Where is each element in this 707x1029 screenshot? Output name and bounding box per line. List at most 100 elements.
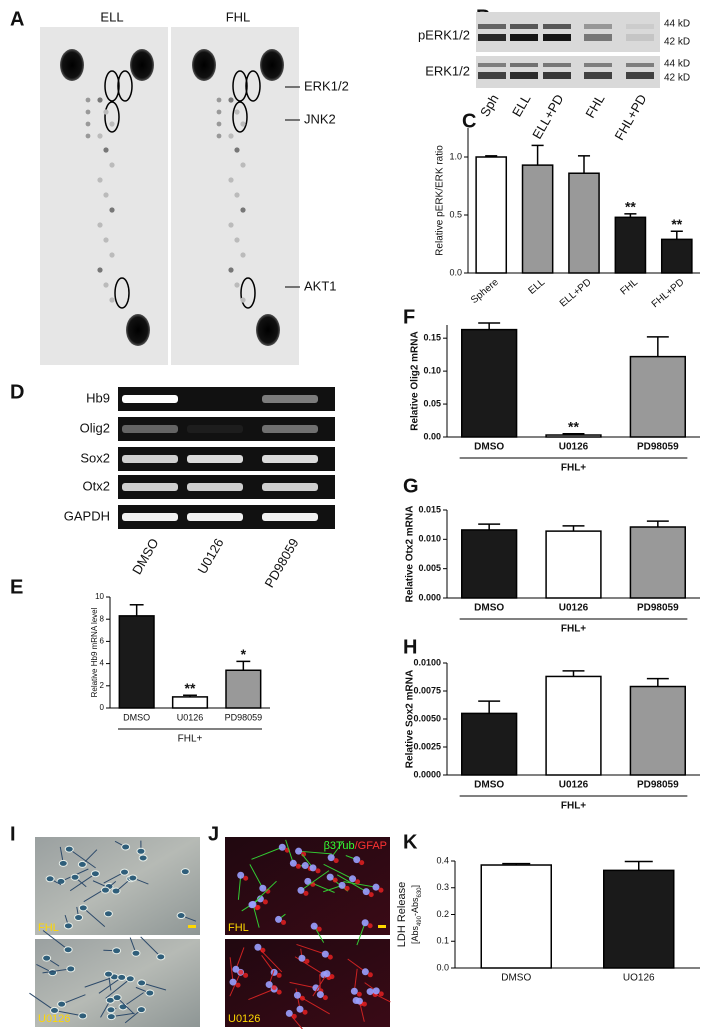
neurite <box>69 873 96 892</box>
oval <box>245 70 261 102</box>
neurite <box>356 922 366 946</box>
y-tick-label: 4 <box>100 659 105 668</box>
neurite <box>140 936 162 958</box>
band <box>626 34 654 41</box>
neurite <box>323 863 353 880</box>
x-tick-label: Sphere <box>469 277 501 306</box>
band <box>262 455 318 463</box>
nucleus <box>297 886 305 894</box>
spot <box>85 109 91 115</box>
size-label: 44 kD <box>664 59 690 70</box>
gene-label: Sox2 <box>80 450 110 465</box>
nucleus <box>229 978 237 986</box>
nucleus <box>316 991 324 999</box>
lane-label: U0126 <box>194 536 226 577</box>
spot-label: JNK2 <box>304 111 336 126</box>
spot <box>109 252 115 258</box>
nucleus <box>362 888 370 896</box>
cell <box>136 847 146 855</box>
panel-letter: I <box>10 823 16 845</box>
spot <box>97 267 103 273</box>
bands <box>478 24 654 79</box>
nucleus <box>310 922 318 930</box>
band <box>262 425 318 433</box>
glia <box>367 923 373 929</box>
stain: /GFAP <box>355 840 387 852</box>
nucleus <box>304 877 312 885</box>
band <box>262 395 318 403</box>
cell <box>128 874 138 882</box>
row-label: ERK1/2 <box>425 63 470 78</box>
band <box>543 72 571 79</box>
glia <box>304 958 310 964</box>
bar <box>629 526 686 599</box>
y-tick-label: 8 <box>100 614 105 623</box>
glia <box>299 995 305 1001</box>
band <box>510 34 538 41</box>
neurite <box>42 930 69 951</box>
bar <box>475 156 508 274</box>
y-axis-units: [Abs490-Abs630] <box>410 885 422 944</box>
cell <box>90 870 100 878</box>
bar <box>171 696 209 709</box>
cell <box>117 973 127 981</box>
panel-letter: E <box>10 576 23 598</box>
bar <box>568 172 600 274</box>
oval <box>240 277 256 309</box>
neurite <box>68 848 96 869</box>
neurite <box>229 957 234 983</box>
spot <box>97 133 103 139</box>
glia <box>281 919 287 925</box>
nucleus <box>326 873 334 881</box>
cell <box>63 922 73 930</box>
bar <box>603 869 675 969</box>
band <box>543 24 571 29</box>
cell <box>57 1000 67 1008</box>
group-label: FHL+ <box>561 801 586 812</box>
cell <box>106 1006 116 1014</box>
spot <box>216 121 222 127</box>
spot <box>240 207 246 213</box>
band <box>122 455 178 463</box>
spot <box>240 162 246 168</box>
y-tick-label: 0.0100 <box>413 657 441 667</box>
neurite <box>300 870 330 891</box>
reference-spot <box>260 49 284 81</box>
spot-label: AKT1 <box>304 278 337 293</box>
band <box>478 63 506 67</box>
y-axis-label: Relative pERK/ERK ratio <box>435 145 446 256</box>
band <box>187 455 243 463</box>
cell <box>131 949 141 957</box>
spot <box>109 162 115 168</box>
lane-label: FHL+PD <box>611 92 649 143</box>
panel-letter: F <box>403 306 415 328</box>
cell <box>42 954 52 962</box>
y-tick-label: 0 <box>100 703 105 712</box>
spot <box>103 282 109 288</box>
glia <box>303 890 309 896</box>
y-axis-label: Relative Hb9 mRNA level <box>90 607 99 697</box>
bar <box>118 615 155 709</box>
neurite <box>237 875 242 900</box>
spot <box>240 121 246 127</box>
gene-label: GAPDH <box>64 508 110 523</box>
band <box>122 483 178 491</box>
cell <box>74 913 84 921</box>
size-label: 44 kD <box>664 19 690 30</box>
glia <box>291 1013 297 1019</box>
neurite <box>251 846 283 860</box>
glia <box>322 995 328 1001</box>
x-tick-label: U0126 <box>177 712 204 722</box>
reference-spot <box>192 49 216 81</box>
nucleus <box>275 915 283 923</box>
spot <box>109 297 115 303</box>
oval <box>104 101 120 133</box>
glia <box>359 860 365 866</box>
oval <box>117 70 133 102</box>
panel-letter: D <box>10 381 24 403</box>
cell <box>48 969 58 977</box>
lane-label: ELL <box>509 92 534 120</box>
band <box>478 34 506 41</box>
glia <box>238 969 244 975</box>
